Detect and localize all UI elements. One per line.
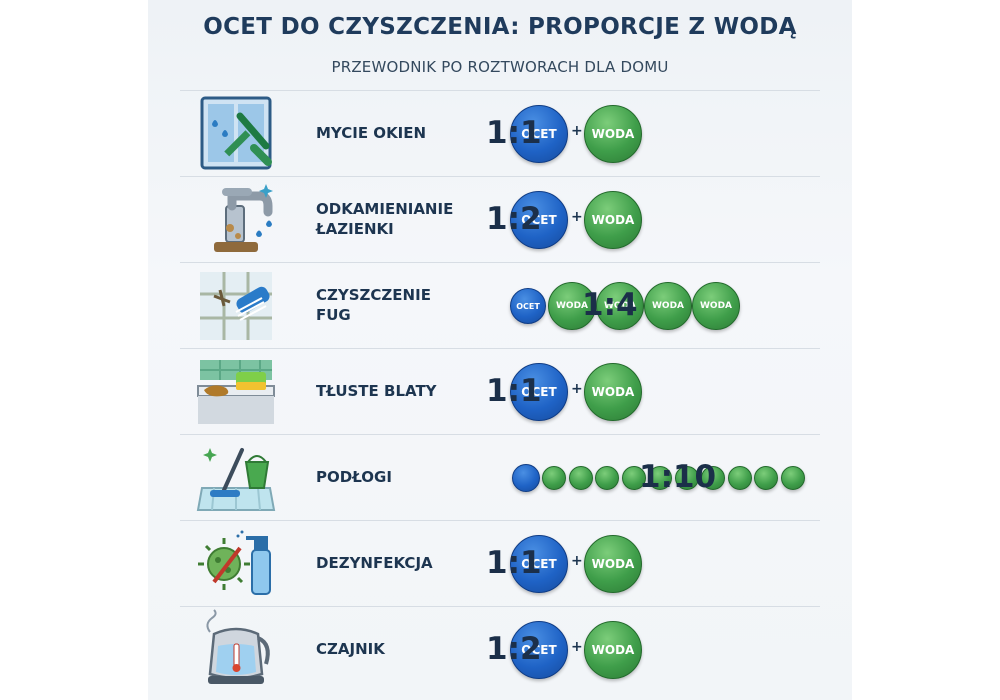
- row-divider: [180, 606, 820, 607]
- page-title: OCET DO CZYSZCZENIA: PROPORCJE Z WODĄ: [203, 14, 797, 40]
- ratio-value: 1:1: [486, 545, 542, 581]
- ratio-row: CZYSZCZENIE FUG OCET WODA WODA WODA WODA 1:4: [180, 262, 820, 348]
- plus-sign: +: [571, 553, 583, 569]
- water-circle: [621, 466, 646, 490]
- plus-sign: +: [571, 381, 583, 397]
- mix-visual: OCET + WODA: [508, 348, 738, 434]
- ratio-value: 1:2: [486, 631, 542, 667]
- row-label: PODŁOGI: [316, 468, 392, 486]
- mix-visual: OCET + WODA: [508, 90, 738, 176]
- row-label: CZAJNIK: [316, 640, 385, 658]
- page-subtitle: PRZEWODNIK PO ROZTWORACH DLA DOMU: [331, 58, 669, 76]
- ratio-row: TŁUSTE BLATY OCET + WODA 1:1: [180, 348, 820, 434]
- plus-sign: +: [571, 123, 583, 139]
- mix-visual: OCET + WODA: [508, 176, 738, 262]
- water-circle: [727, 466, 752, 490]
- plus-sign: +: [571, 639, 583, 655]
- kettle-icon: [206, 609, 270, 684]
- water-circle: WODA: [584, 191, 642, 249]
- faucet-icon: [214, 184, 273, 252]
- ratio-value: 1:2: [486, 201, 542, 237]
- row-label: TŁUSTE BLATY: [316, 382, 437, 400]
- plus-sign: +: [571, 209, 583, 225]
- row-label: DEZYNFEKCJA: [316, 554, 433, 572]
- grout-brush-icon: [200, 272, 272, 340]
- water-circle: [701, 466, 725, 490]
- water-circle: WODA: [692, 282, 740, 330]
- water-circle: [648, 466, 672, 490]
- mix-visual: OCET + WODA: [508, 520, 738, 606]
- row-divider: [180, 520, 820, 521]
- water-circle: WODA: [584, 363, 642, 421]
- ratio-row: ODKAMIENIANIE ŁAZIENKI OCET + WODA 1:2: [180, 176, 820, 262]
- row-label: MYCIE OKIEN: [316, 124, 427, 142]
- row-label: CZYSZCZENIE FUG: [316, 286, 431, 324]
- mix-visual: OCET + WODA: [508, 606, 738, 692]
- water-circle: [542, 466, 566, 490]
- germ-spray-icon: [198, 530, 271, 595]
- vinegar-circle: OCET: [510, 191, 568, 249]
- ratio-value: 1:4: [582, 287, 638, 323]
- row-divider: [180, 262, 820, 263]
- row-divider: [180, 348, 820, 349]
- vinegar-circle: OCET: [510, 363, 568, 421]
- vinegar-circle: OCET: [510, 105, 568, 163]
- water-circle: WODA: [596, 282, 644, 330]
- water-circle: [595, 466, 619, 490]
- water-circle: [780, 466, 805, 490]
- row-divider: [180, 90, 820, 91]
- water-circle: WODA: [584, 535, 642, 593]
- mix-visual: OCET WODA WODA WODA WODA: [508, 262, 740, 348]
- mix-visual: [508, 434, 805, 520]
- water-circle: [674, 466, 699, 490]
- row-label: ODKAMIENIANIE ŁAZIENKI: [316, 200, 454, 238]
- water-circle: WODA: [584, 105, 642, 163]
- countertop-sponge-icon: [197, 360, 275, 424]
- row-divider: [180, 434, 820, 435]
- vinegar-circle: [512, 464, 540, 492]
- ratio-row: CZAJNIK OCET + WODA 1:2: [180, 606, 820, 692]
- vinegar-circle: OCET: [510, 288, 546, 324]
- ratio-row: DEZYNFEKCJA OCET + WODA 1:1: [180, 520, 820, 606]
- vinegar-circle: OCET: [510, 535, 568, 593]
- water-circle: WODA: [644, 282, 692, 330]
- window-squeegee-icon: [200, 96, 272, 170]
- water-circle: WODA: [584, 621, 642, 679]
- ratio-value: 1:10: [639, 459, 717, 495]
- ratio-row: MYCIE OKIEN OCET + WODA 1:1: [180, 90, 820, 176]
- row-divider: [180, 176, 820, 177]
- mop-bucket-icon: [196, 448, 276, 511]
- vinegar-circle: OCET: [510, 621, 568, 679]
- ratio-value: 1:1: [486, 115, 542, 151]
- water-circle: [754, 466, 778, 490]
- ratio-value: 1:1: [486, 373, 542, 409]
- water-circle: [568, 466, 593, 490]
- ratio-row: PODŁOGI 1:10: [180, 434, 820, 520]
- water-circle: WODA: [548, 282, 596, 330]
